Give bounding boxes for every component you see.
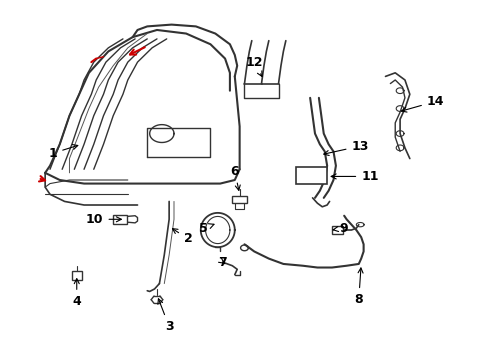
Text: 12: 12 bbox=[245, 55, 263, 76]
Bar bbox=[72, 271, 81, 280]
Text: 5: 5 bbox=[199, 222, 214, 235]
Text: 4: 4 bbox=[72, 279, 81, 308]
Text: 13: 13 bbox=[323, 140, 368, 156]
Text: 9: 9 bbox=[332, 222, 347, 235]
Text: 14: 14 bbox=[401, 95, 444, 112]
Text: 1: 1 bbox=[48, 145, 78, 160]
FancyBboxPatch shape bbox=[295, 167, 326, 184]
Text: 6: 6 bbox=[230, 165, 240, 190]
Text: 2: 2 bbox=[172, 229, 192, 246]
Text: 8: 8 bbox=[354, 268, 362, 306]
Text: 10: 10 bbox=[86, 213, 121, 226]
Text: 3: 3 bbox=[158, 299, 173, 333]
Text: 7: 7 bbox=[218, 256, 226, 269]
Bar bbox=[331, 226, 342, 234]
Text: 11: 11 bbox=[330, 170, 378, 183]
Bar bbox=[113, 215, 126, 224]
Bar bbox=[232, 196, 246, 203]
